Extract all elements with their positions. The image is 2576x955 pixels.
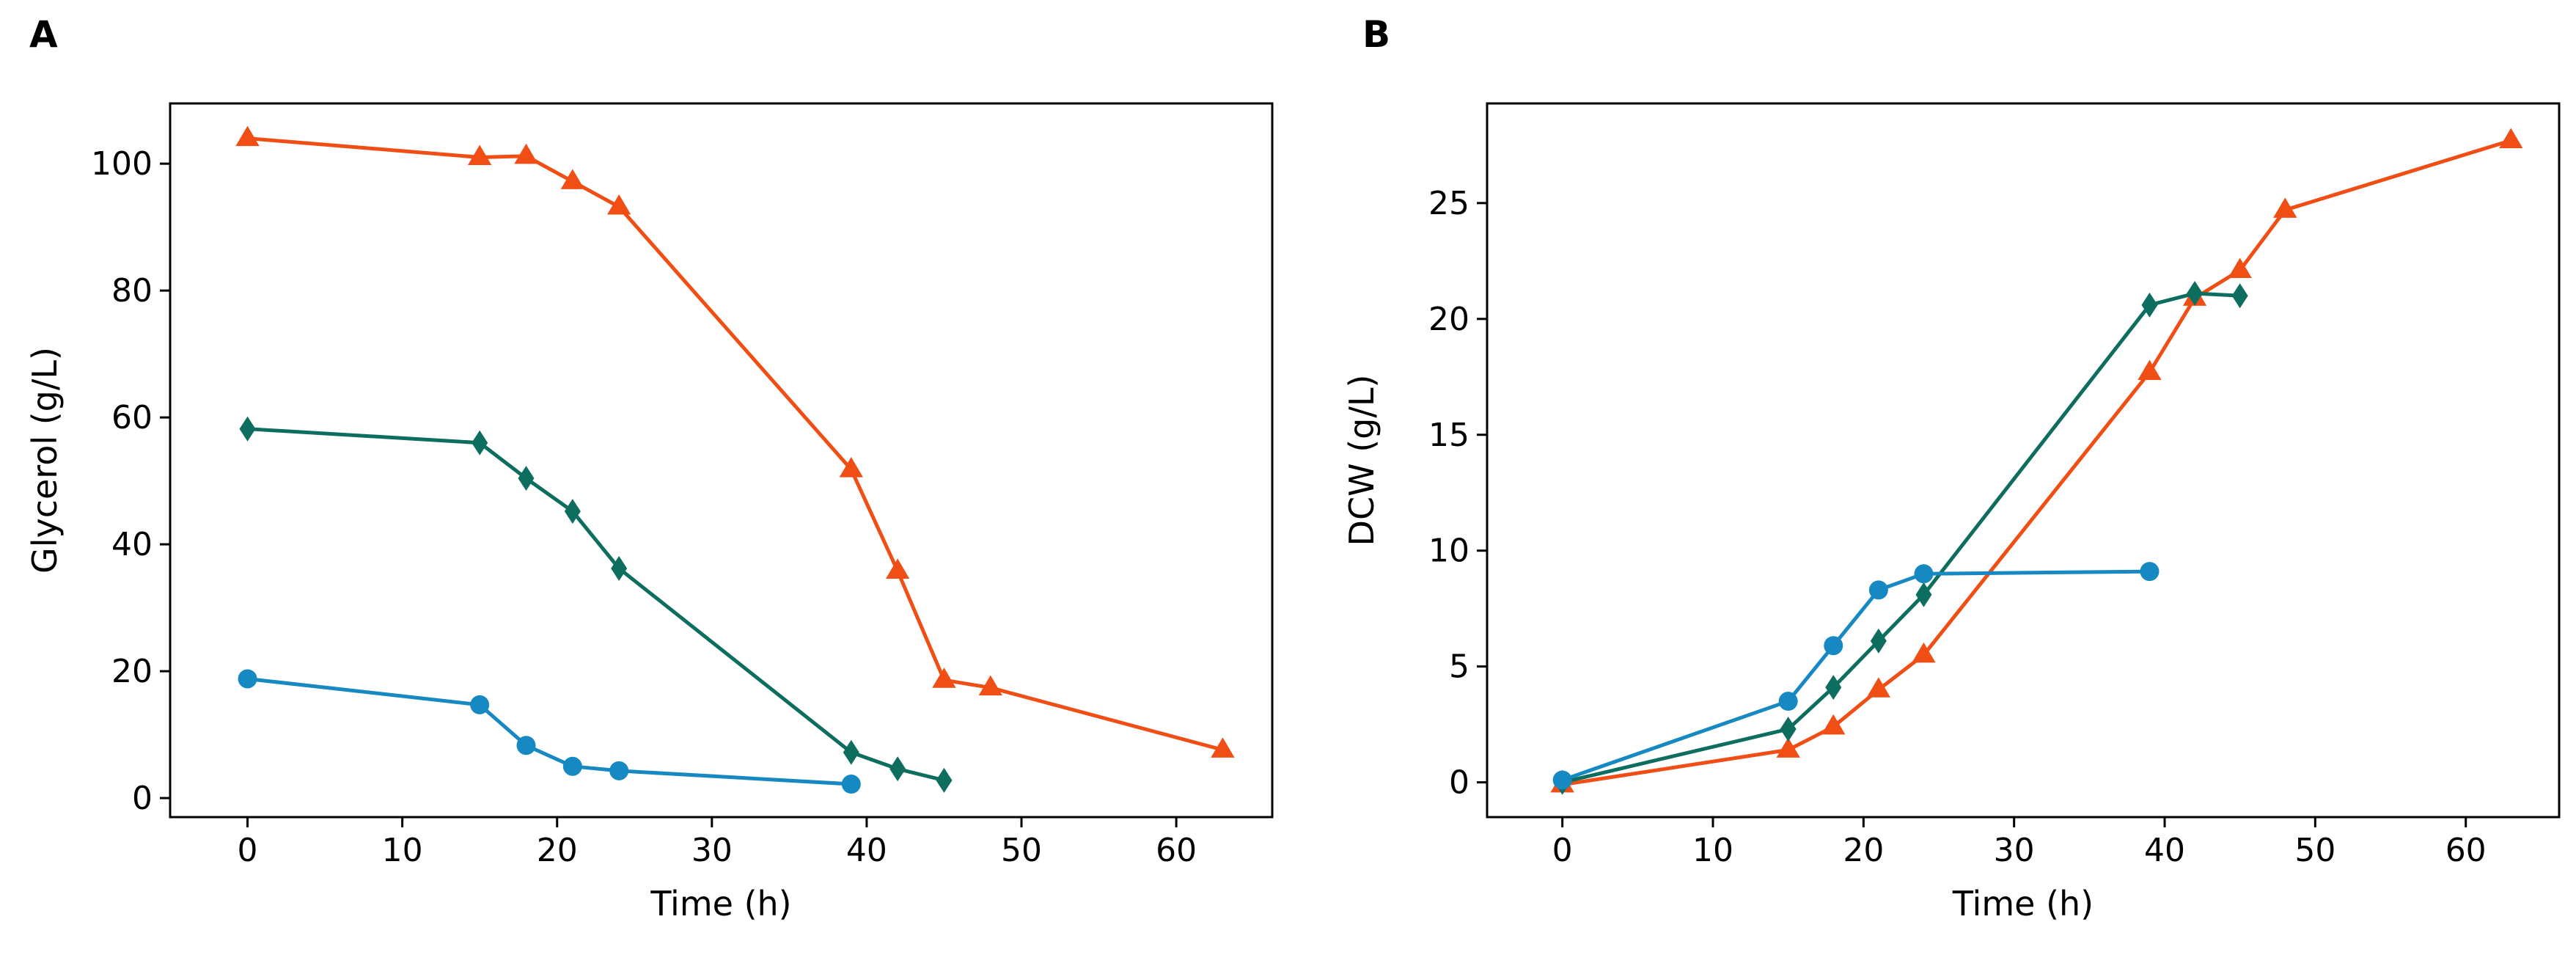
y-tick-label-b: 5 <box>1449 648 1469 686</box>
x-tick-label-b: 30 <box>1994 832 2035 869</box>
data-point-orange-triangle-a <box>885 558 910 579</box>
y-tick-label-a: 0 <box>132 780 153 817</box>
data-point-orange-triangle-b <box>1776 737 1800 758</box>
data-point-green-diamond-a <box>518 466 535 491</box>
data-point-orange-triangle-b <box>1866 677 1891 698</box>
data-point-green-diamond-b <box>1780 716 1797 742</box>
plot-frame-b <box>1486 102 2561 819</box>
x-tick-label-a: 40 <box>846 832 887 869</box>
y-tick-label-b: 10 <box>1428 533 1469 570</box>
data-point-orange-triangle-a <box>839 457 863 477</box>
x-tick-label-a: 20 <box>537 832 578 869</box>
x-tick-label-b: 0 <box>1552 832 1573 869</box>
panel-letter-a: A <box>29 13 58 56</box>
x-tick-label-a: 0 <box>238 832 258 869</box>
data-point-orange-triangle-b <box>1821 714 1846 735</box>
x-tick-label-a: 50 <box>1001 832 1042 869</box>
data-point-blue-circle-b <box>1552 770 1572 790</box>
data-point-orange-triangle-a <box>932 667 956 688</box>
y-tick-label-a: 20 <box>111 653 153 690</box>
y-axis-label-a: Glycerol (g/L) <box>25 347 65 574</box>
y-tick-label-a: 60 <box>111 399 153 436</box>
data-point-blue-circle-b <box>2140 562 2159 582</box>
data-point-green-diamond-b <box>1915 582 1932 607</box>
x-axis-label-a: Time (h) <box>650 884 791 923</box>
data-point-orange-triangle-b <box>2499 128 2523 149</box>
data-point-green-diamond-a <box>564 499 581 524</box>
data-point-blue-circle-b <box>1914 564 1934 584</box>
data-point-blue-circle-a <box>516 736 536 755</box>
data-point-orange-triangle-a <box>978 675 1002 696</box>
y-tick-label-b: 0 <box>1449 764 1469 802</box>
series-line-green-diamond-b <box>1562 291 2240 785</box>
y-tick-label-a: 40 <box>111 526 153 563</box>
data-point-orange-triangle-b <box>2228 257 2252 278</box>
data-point-orange-triangle-a <box>1211 737 1235 758</box>
x-tick-label-b: 40 <box>2144 832 2185 869</box>
y-tick-label-a: 80 <box>111 272 153 310</box>
y-tick-label-b: 25 <box>1428 185 1469 222</box>
glycerol-chart: 0 10 20 30 40 50 60 0 20 40 60 80 100 Time (h) Glycero… <box>25 102 1274 923</box>
series-line-orange-triangle-a <box>247 136 1224 752</box>
x-tick-label-a: 10 <box>382 832 423 869</box>
data-point-blue-circle-b <box>1824 636 1843 656</box>
data-point-green-diamond-b <box>1825 675 1842 700</box>
y-axis-label-b: DCW (g/L) <box>1342 375 1381 546</box>
series-line-blue-circle-a <box>247 676 851 786</box>
dcw-chart: 0 10 20 30 40 50 60 0 5 10 15 20 25 Time (h) DCW (g/L) <box>1342 102 2561 923</box>
y-tick-label-b: 15 <box>1428 417 1469 454</box>
data-point-blue-circle-a <box>609 761 629 780</box>
data-point-green-diamond-b <box>2231 283 2248 309</box>
data-point-orange-triangle-a <box>560 169 584 189</box>
series-line-green-diamond-a <box>247 427 945 783</box>
data-point-blue-circle-a <box>238 669 257 689</box>
x-tick-label-b: 50 <box>2294 832 2335 869</box>
data-point-green-diamond-a <box>843 739 859 765</box>
x-axis-label-b: Time (h) <box>1952 884 2094 923</box>
data-point-green-diamond-a <box>471 430 488 455</box>
x-tick-label-b: 20 <box>1843 832 1884 869</box>
data-point-orange-triangle-b <box>2138 359 2162 380</box>
data-point-green-diamond-b <box>2141 292 2158 318</box>
data-point-green-diamond-b <box>1870 628 1887 654</box>
y-tick-label-b: 20 <box>1428 301 1469 338</box>
data-point-green-diamond-b <box>2187 281 2203 307</box>
data-point-green-diamond-a <box>889 756 906 782</box>
data-point-orange-triangle-a <box>514 143 538 164</box>
plot-frame-a <box>169 102 1274 819</box>
data-point-green-diamond-a <box>936 767 953 793</box>
data-point-blue-circle-b <box>1778 692 1798 711</box>
data-point-orange-triangle-a <box>468 144 492 166</box>
data-point-blue-circle-a <box>841 775 861 794</box>
data-point-orange-triangle-a <box>607 194 631 215</box>
y-tick-label-a: 100 <box>91 145 153 183</box>
series-line-blue-circle-b <box>1561 569 2150 782</box>
x-tick-label-a: 30 <box>691 832 733 869</box>
data-point-orange-triangle-b <box>2273 197 2297 218</box>
data-point-blue-circle-b <box>1868 580 1888 600</box>
data-point-orange-triangle-a <box>235 125 260 147</box>
data-point-green-diamond-a <box>611 555 628 581</box>
panel-letter-b: B <box>1362 13 1390 56</box>
x-tick-label-a: 60 <box>1156 832 1197 869</box>
x-tick-label-b: 10 <box>1692 832 1733 869</box>
x-tick-label-b: 60 <box>2445 832 2487 869</box>
series-line-orange-triangle-b <box>1562 139 2512 787</box>
data-point-orange-triangle-b <box>1912 642 1936 663</box>
data-point-green-diamond-a <box>239 416 256 442</box>
data-point-blue-circle-a <box>562 756 582 776</box>
data-point-blue-circle-a <box>470 695 490 714</box>
